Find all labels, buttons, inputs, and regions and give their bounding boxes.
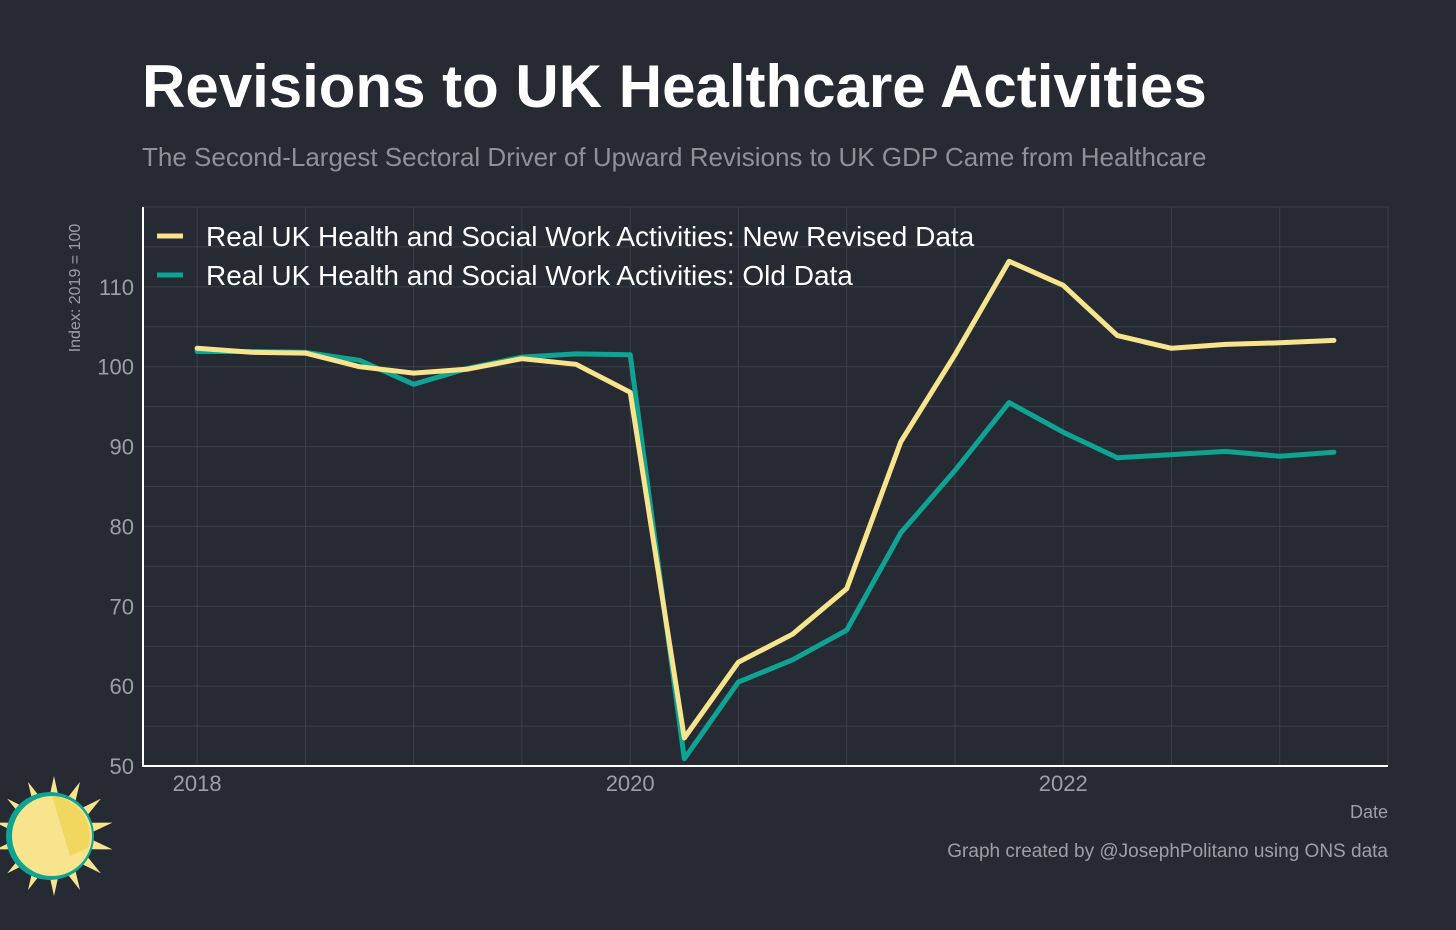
sun-ray — [89, 822, 113, 833]
series-layer — [194, 258, 1337, 762]
chart-subtitle: The Second-Largest Sectoral Driver of Up… — [142, 142, 1207, 172]
legend: Real UK Health and Social Work Activitie… — [157, 221, 975, 291]
y-axis-title: Index: 2019 = 100 — [67, 224, 84, 353]
line-chart: 50 60 70 80 90 100 110 2018 2020 2022 Date Index: 2… — [67, 206, 1389, 822]
y-tick-label: 70 — [110, 594, 134, 619]
y-tick-label: 110 — [99, 275, 134, 300]
y-tick-label: 50 — [110, 754, 134, 779]
x-tick-label: 2018 — [173, 771, 222, 796]
series-line-new-revised — [194, 258, 1337, 741]
series-line-old — [194, 349, 1337, 762]
y-tick-label: 80 — [110, 514, 134, 539]
x-axis-title: Date — [1350, 802, 1388, 822]
sun-ray — [89, 839, 113, 850]
chart-title: Revisions to UK Healthcare Activities — [142, 53, 1207, 120]
y-tick-label: 100 — [97, 355, 134, 380]
source-credit: Graph created by @JosephPolitano using O… — [947, 841, 1388, 862]
legend-label: Real UK Health and Social Work Activitie… — [206, 260, 853, 291]
x-tick-label: 2022 — [1039, 771, 1088, 796]
grid-layer — [143, 206, 1389, 766]
sun-logo-icon — [0, 776, 113, 896]
axis-layer: 50 60 70 80 90 100 110 2018 2020 2022 Date Index: 2… — [67, 207, 1388, 822]
y-tick-label: 60 — [110, 674, 134, 699]
legend-label: Real UK Health and Social Work Activitie… — [206, 221, 975, 252]
x-tick-label: 2020 — [606, 771, 655, 796]
y-tick-label: 90 — [110, 435, 134, 460]
